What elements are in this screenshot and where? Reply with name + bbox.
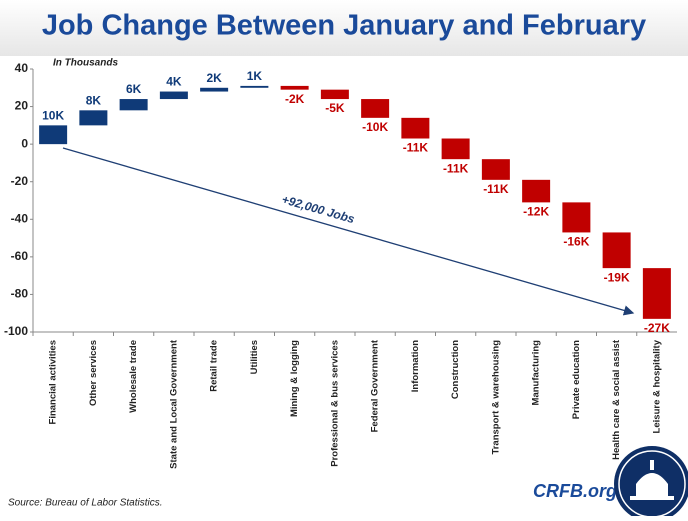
x-tick-label: Transport & warehousing — [490, 340, 501, 455]
value-label: -27K — [644, 321, 670, 335]
bar — [240, 85, 269, 88]
bar — [361, 99, 390, 118]
title-band — [0, 0, 688, 56]
x-tick-label: Leisure & hospitality — [651, 339, 662, 433]
bar — [602, 232, 631, 269]
x-tick-label: Manufacturing — [531, 340, 542, 406]
x-tick-label: Health care & social assist — [611, 339, 622, 460]
value-label: -11K — [483, 182, 509, 196]
value-label: -5K — [325, 101, 345, 115]
value-label: -2K — [285, 92, 305, 106]
x-tick-label: Financial activities — [48, 340, 59, 424]
logo — [614, 446, 688, 521]
value-label: 8K — [86, 94, 102, 108]
y-tick-label: 40 — [15, 61, 29, 75]
annotation: +92,000 Jobs — [280, 192, 356, 226]
y-tick-label: -40 — [11, 211, 29, 225]
bar — [39, 125, 68, 145]
x-tick-label: Mining & logging — [289, 340, 300, 417]
trend-arrow — [62, 147, 635, 316]
bar — [522, 179, 551, 203]
bar — [441, 138, 470, 160]
x-tick-label: Wholesale trade — [128, 340, 139, 413]
source: Source: Bureau of Labor Statistics. — [8, 498, 163, 509]
value-label: 6K — [126, 82, 142, 96]
y-tick-label: -20 — [11, 174, 29, 188]
bar — [119, 99, 148, 111]
value-label: -11K — [403, 141, 429, 155]
value-label: 2K — [206, 71, 222, 85]
value-label: -12K — [523, 205, 549, 219]
bar — [481, 159, 510, 180]
value-label: -10K — [362, 120, 388, 134]
bar — [562, 202, 591, 233]
value-label: -11K — [443, 161, 469, 175]
x-tick-label: Utilities — [249, 340, 260, 374]
x-tick-label: Other services — [88, 340, 99, 406]
bar — [79, 110, 108, 126]
x-tick-label: Federal Government — [370, 339, 381, 432]
x-tick-label: Retail trade — [209, 340, 220, 392]
bar — [280, 85, 309, 90]
x-tick-label: Construction — [450, 340, 461, 399]
value-label: -16K — [563, 235, 589, 249]
value-label: 1K — [247, 69, 263, 83]
x-tick-label: Information — [410, 340, 421, 392]
bar — [200, 87, 229, 92]
value-label: 10K — [42, 109, 64, 123]
y-tick-label: -60 — [11, 249, 29, 263]
value-label: -19K — [604, 270, 630, 284]
y-tick-label: 0 — [21, 136, 28, 150]
bar — [159, 91, 188, 100]
bar — [642, 268, 671, 319]
unit-note: In Thousands — [53, 58, 118, 69]
x-tick-label: Professional & bus services — [329, 340, 340, 467]
chart-title: Job Change Between January and February — [42, 10, 646, 42]
x-tick-label: State and Local Government — [168, 339, 179, 469]
brand: CRFB.org — [533, 481, 617, 501]
bar — [320, 89, 349, 100]
x-tick-label: Private education — [571, 340, 582, 419]
value-label: 4K — [166, 75, 182, 89]
bar — [401, 117, 430, 139]
y-tick-label: -100 — [4, 324, 28, 338]
y-tick-label: -80 — [11, 287, 29, 301]
y-tick-label: 20 — [15, 99, 29, 113]
